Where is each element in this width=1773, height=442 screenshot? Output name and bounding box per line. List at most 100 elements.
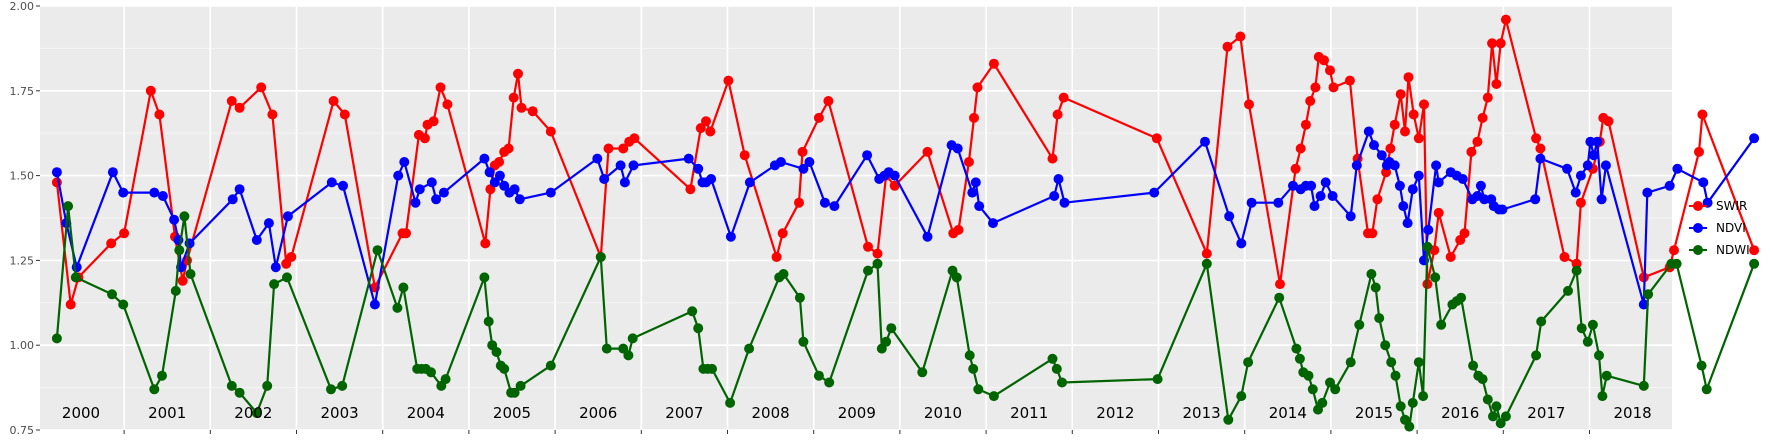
data-point-ndvi (489, 177, 500, 188)
data-point-ndvi (819, 197, 830, 208)
data-point-swir (339, 109, 350, 120)
data-point-swir (65, 299, 76, 310)
data-point-ndvi (889, 170, 900, 181)
data-point-ndvi (1600, 160, 1611, 171)
data-point-swir (701, 116, 711, 127)
data-point-ndvi (706, 174, 717, 184)
data-point-swir (1372, 194, 1383, 205)
data-point-swir (1395, 89, 1406, 100)
data-point-ndvi (1562, 163, 1573, 174)
data-point-swir (1487, 38, 1498, 49)
data-point-swir (508, 92, 519, 103)
data-point-ndvi (414, 184, 425, 195)
data-point-ndvi (1398, 201, 1409, 212)
data-point-ndwi (1536, 316, 1547, 327)
data-point-ndvi (1535, 153, 1546, 164)
data-point-swir (813, 112, 824, 123)
data-point-ndwi (269, 279, 280, 290)
year-label: 2017 (1527, 404, 1565, 422)
data-point-swir (503, 143, 514, 154)
data-point-ndvi (227, 194, 238, 205)
data-point-swir (442, 99, 453, 110)
data-point-ndwi (627, 333, 638, 344)
series-ndvi (51, 126, 1760, 310)
legend-label: NDWI (1716, 243, 1750, 257)
data-point-swir (863, 241, 873, 252)
data-point-ndwi (687, 306, 698, 317)
year-label: 2003 (321, 404, 359, 422)
data-point-swir (1445, 252, 1456, 262)
year-label: 2004 (407, 404, 445, 422)
year-label: 2015 (1355, 404, 1393, 422)
data-point-ndvi (499, 180, 510, 191)
data-point-ndvi (974, 201, 985, 212)
legend-key-point (1693, 245, 1703, 255)
data-point-swir (1222, 41, 1233, 52)
data-point-ndwi (601, 343, 612, 354)
data-point-swir (1295, 143, 1306, 154)
data-point-ndvi (1288, 180, 1298, 191)
year-label: 2006 (579, 404, 617, 422)
data-point-ndwi (1354, 319, 1365, 330)
data-point-ndwi (398, 282, 409, 293)
data-point-ndwi (1404, 421, 1415, 432)
data-point-ndvi (1273, 197, 1284, 208)
data-point-swir (1367, 228, 1378, 239)
data-point-swir (1459, 228, 1470, 239)
y-tick-label: 1.25 (10, 254, 35, 267)
data-point-ndwi (1386, 357, 1397, 368)
data-point-ndwi (483, 316, 494, 327)
data-point-swir (1466, 146, 1477, 157)
data-point-swir (119, 228, 130, 239)
data-point-ndwi (1701, 384, 1712, 395)
data-point-swir (823, 96, 834, 106)
data-point-ndwi (1601, 370, 1612, 381)
year-label: 2013 (1183, 404, 1221, 422)
data-point-ndwi (174, 245, 185, 256)
data-point-ndvi (988, 218, 998, 229)
data-point-ndvi (1479, 194, 1490, 205)
legend-key-point (1693, 223, 1703, 233)
data-point-ndwi (479, 272, 490, 283)
year-labels: 2000 2001 2002 2003 2004 2005 2006 2007 2008 2009… (62, 404, 1652, 422)
data-point-ndwi (1051, 363, 1062, 374)
data-point-ndwi (1291, 343, 1302, 354)
data-point-swir (328, 96, 339, 106)
data-point-swir (286, 252, 297, 262)
data-point-ndvi (725, 231, 736, 242)
data-point-ndwi (1345, 357, 1356, 368)
data-point-ndvi (599, 174, 610, 184)
data-point-ndvi (426, 177, 437, 188)
data-point-ndwi (1597, 391, 1608, 402)
data-point-swir (739, 150, 750, 161)
data-point-ndwi (1594, 350, 1604, 361)
data-point-swir (1694, 146, 1704, 157)
data-point-ndvi (1149, 187, 1160, 198)
y-axis: 0.75 1.00 1.25 1.50 1.75 2.00 (10, 0, 40, 437)
data-point-ndvi (619, 177, 630, 188)
data-point-ndvi (251, 235, 262, 245)
data-point-ndwi (1413, 357, 1424, 368)
data-point-ndvi (628, 160, 639, 171)
data-point-ndwi (1366, 269, 1377, 279)
data-point-ndvi (1306, 180, 1317, 191)
data-point-swir (234, 102, 245, 113)
year-label: 2012 (1096, 404, 1134, 422)
data-point-swir (797, 146, 808, 157)
data-point-ndwi (179, 211, 190, 222)
data-point-ndvi (1320, 177, 1331, 188)
data-point-ndwi (499, 363, 510, 374)
data-point-ndwi (337, 380, 348, 391)
data-point-ndvi (862, 150, 873, 161)
data-point-ndwi (618, 343, 629, 354)
data-point-ndvi (494, 170, 505, 181)
data-point-ndwi (917, 367, 928, 378)
year-label: 2018 (1614, 404, 1652, 422)
data-point-ndwi (1223, 414, 1234, 425)
data-point-ndvi (744, 177, 755, 188)
data-point-ndwi (1488, 411, 1498, 422)
data-point-ndwi (1395, 401, 1406, 412)
data-point-ndvi (234, 184, 245, 195)
data-point-ndwi (1380, 340, 1391, 351)
data-point-swir (527, 106, 538, 117)
